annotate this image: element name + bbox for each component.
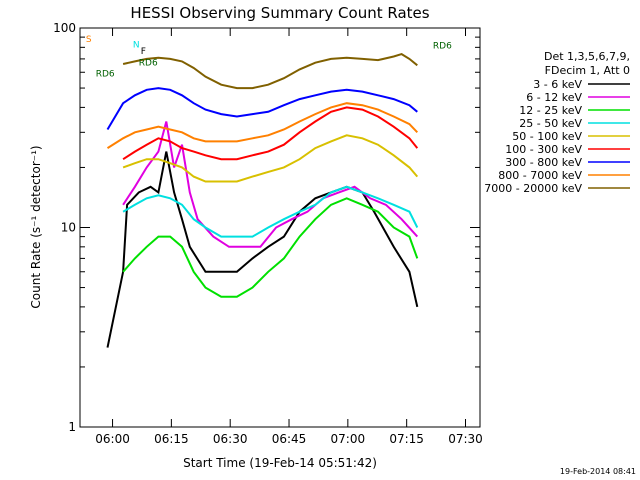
series-line-4	[122, 134, 419, 183]
legend-header-2: FDecim 1, Att 0	[545, 64, 630, 77]
x-tick-label-5: 07:15	[389, 432, 424, 446]
flag-label-2: RD6	[139, 58, 158, 68]
series-line-5	[122, 106, 419, 161]
x-tick-label-1: 06:15	[154, 432, 189, 446]
x-axis: 06:00 06:15 06:30 06:45 07:00 07:15 07:30	[95, 28, 483, 446]
legend-label-8: 7000 - 20000 keV	[484, 182, 582, 195]
legend-header-1: Det 1,3,5,6,7,9,	[544, 50, 630, 63]
series-line-2	[122, 197, 419, 298]
y-tick-label-0: 1	[68, 420, 76, 434]
x-axis-label: Start Time (19-Feb-14 05:51:42)	[183, 456, 377, 470]
plot-frame	[79, 27, 481, 428]
legend: Det 1,3,5,6,7,9, FDecim 1, Att 0 3 - 6 k…	[484, 50, 630, 195]
y-tick-label-1: 10	[61, 221, 76, 235]
legend-label-7: 800 - 7000 keV	[498, 169, 582, 182]
legend-label-1: 6 - 12 keV	[526, 91, 582, 104]
legend-label-2: 12 - 25 keV	[519, 104, 582, 117]
legend-label-3: 25 - 50 keV	[519, 117, 582, 130]
y-axis: 1 10 100	[53, 21, 480, 434]
flag-label-4: F	[141, 47, 146, 57]
series-layer	[106, 53, 419, 348]
series-line-3	[122, 185, 419, 238]
flag-label-0: S	[86, 35, 92, 45]
series-line-8	[122, 53, 418, 90]
series-line-0	[106, 151, 419, 348]
legend-label-4: 50 - 100 keV	[512, 130, 582, 143]
legend-label-0: 3 - 6 keV	[533, 78, 582, 91]
chart-title: HESSI Observing Summary Count Rates	[130, 4, 429, 22]
series-line-7	[106, 102, 419, 149]
flag-label-1: N	[133, 40, 140, 50]
x-tick-label-2: 06:30	[213, 432, 248, 446]
timestamp: 19-Feb-2014 08:41	[560, 467, 636, 476]
series-line-6	[106, 87, 418, 131]
legend-label-5: 100 - 300 keV	[505, 143, 582, 156]
flag-label-3: RD6	[96, 70, 115, 80]
y-tick-label-2: 100	[53, 21, 76, 35]
x-tick-label-3: 06:45	[272, 432, 307, 446]
legend-label-6: 300 - 800 keV	[505, 156, 582, 169]
flag-label-5: RD6	[433, 41, 452, 51]
x-tick-label-6: 07:30	[448, 432, 483, 446]
x-tick-label-0: 06:00	[95, 432, 130, 446]
x-tick-label-4: 07:00	[331, 432, 366, 446]
y-axis-label: Count Rate (s⁻¹ detector⁻¹)	[29, 145, 43, 308]
